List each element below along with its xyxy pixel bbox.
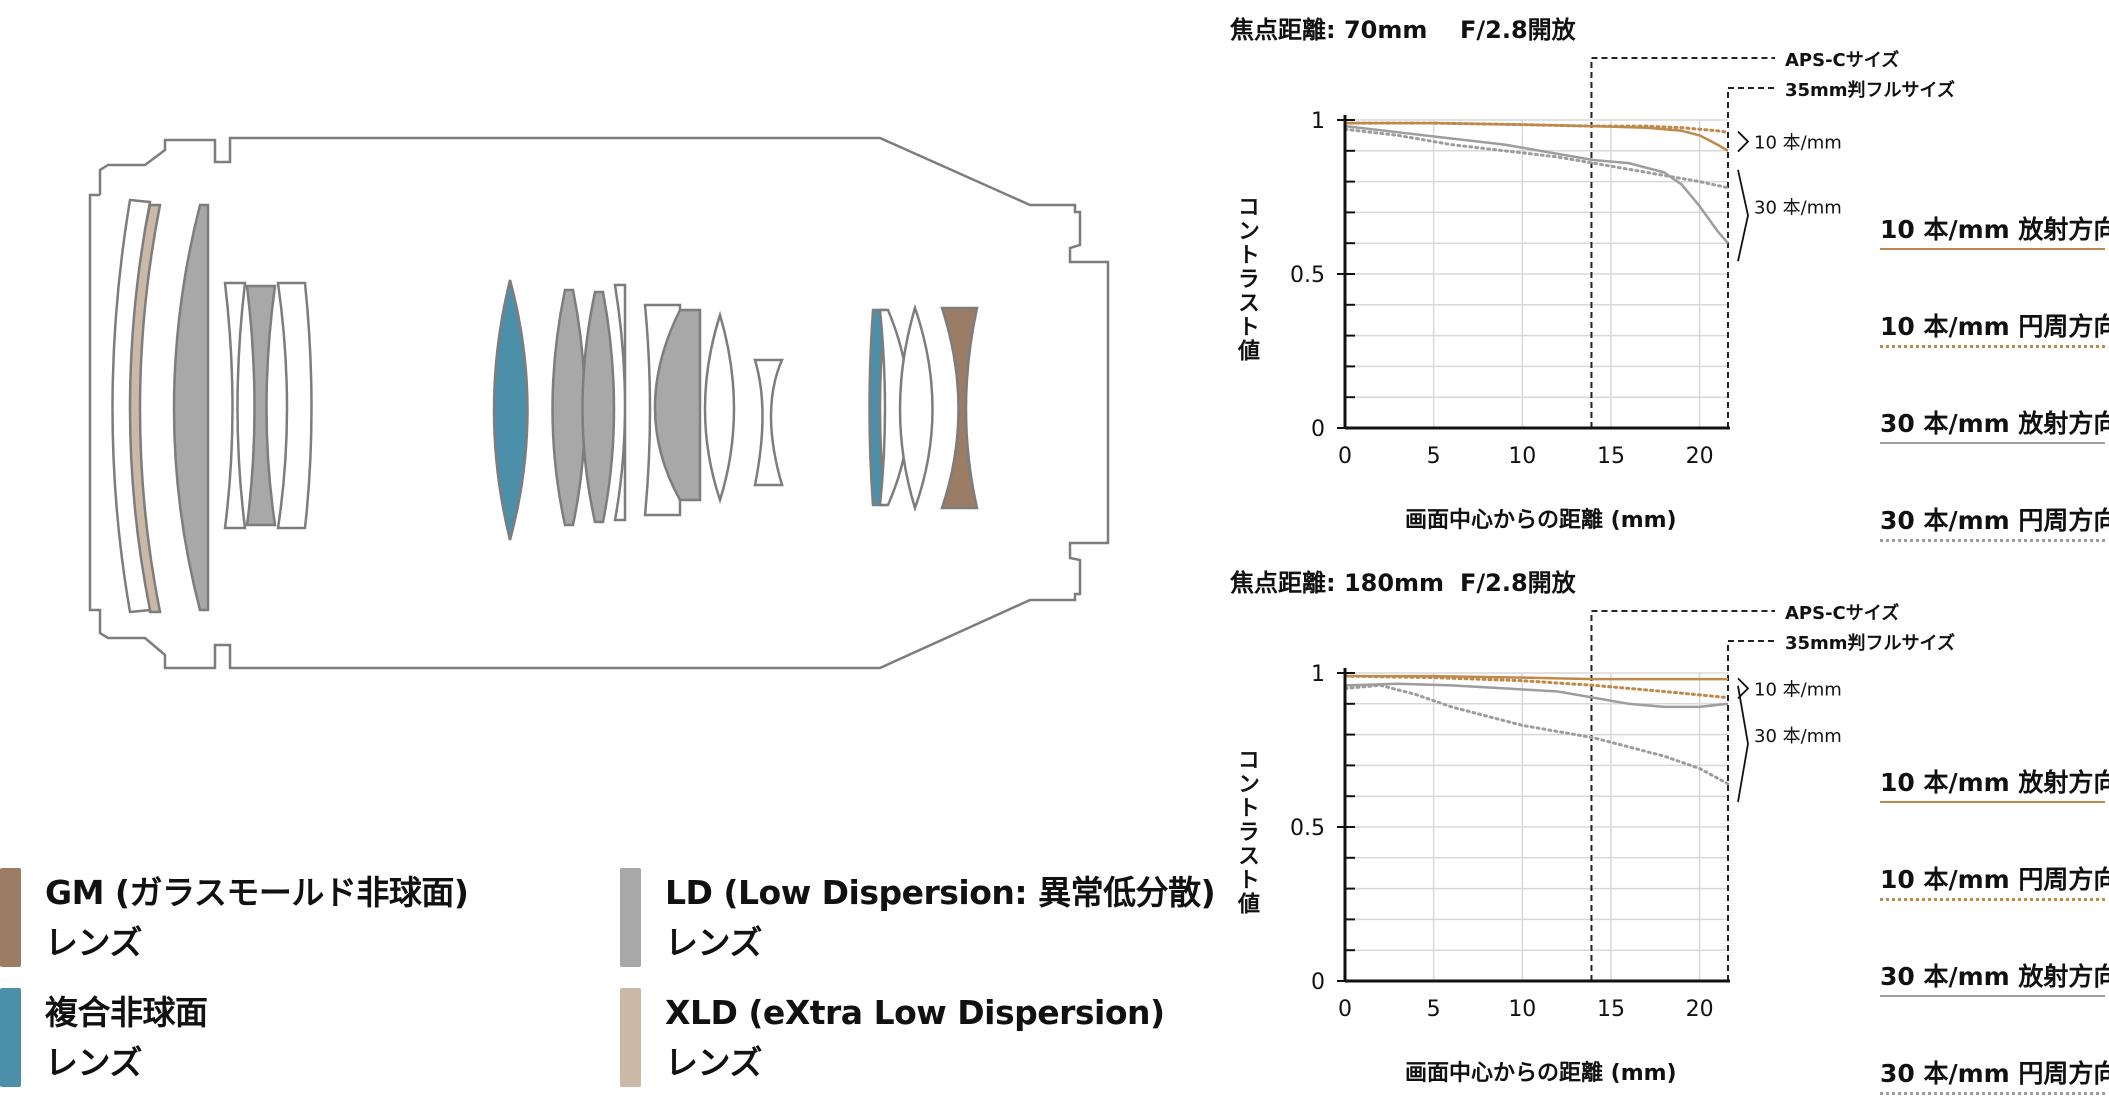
chart-2-series-0 xyxy=(1345,674,1728,681)
chart-2-xtick-label-3: 15 xyxy=(1597,997,1625,1022)
lens-element-1 xyxy=(111,198,152,614)
legend-xld-sub: レンズ xyxy=(665,1043,762,1082)
chart-2-ytick-label-0: 0 xyxy=(1311,970,1325,995)
legend-gm-sub: レンズ xyxy=(45,923,142,962)
chart-2-xlabel: 画面中心からの距離 (mm) xyxy=(1405,1061,1677,1086)
chart-2-full-frame-label: 35mm判フルサイズ xyxy=(1785,632,1955,654)
key-1-2-line xyxy=(1880,442,2105,444)
legend-hybrid: 複合非球面 レンズ xyxy=(0,988,208,1088)
chart-1-aps-c-label: APS-Cサイズ xyxy=(1785,49,1899,71)
chart-1-series-3 xyxy=(1343,127,1730,190)
chart-1-xlabel: 画面中心からの距離 (mm) xyxy=(1405,508,1677,533)
legend-xld-swatch xyxy=(620,988,641,1087)
chart-2-aps-c-label: APS-Cサイズ xyxy=(1785,602,1899,624)
legend-ld-label: LD (Low Dispersion: 異常低分散) xyxy=(665,873,1216,912)
chart-1-ytick-label-2: 1 xyxy=(1311,109,1325,134)
legend-hybrid-swatch xyxy=(0,988,21,1087)
legend-hybrid-label: 複合非球面 xyxy=(45,993,208,1032)
chart-2-annotation-10: 10 本/mm xyxy=(1754,679,1842,700)
chart-2-series-1 xyxy=(1343,674,1730,700)
chart-2-ytick-label-2: 1 xyxy=(1311,662,1325,687)
chart-1-xtick-label-1: 5 xyxy=(1427,444,1441,469)
key-1-1: 10 本/mm 円周方向 xyxy=(1880,312,2109,341)
legend-xld-label: XLD (eXtra Low Dispersion) xyxy=(665,993,1165,1032)
chart-1-xtick-label-4: 20 xyxy=(1686,444,1714,469)
ld-lens-element-2 xyxy=(245,284,277,527)
chart-2-xtick-label-4: 20 xyxy=(1686,997,1714,1022)
chart-2-title-aperture: F/2.8開放 xyxy=(1460,569,1576,597)
chart-2-ylabel: コントラスト値 xyxy=(1234,748,1259,916)
lens-diagram xyxy=(88,136,1110,670)
chart-2-bracket-10 xyxy=(1737,677,1750,700)
lens-element-2 xyxy=(223,281,247,530)
lens-element-6 xyxy=(703,310,736,505)
chart-1-ytick-label-1: 0.5 xyxy=(1290,263,1325,288)
chart-2-full-frame-marker xyxy=(1727,640,1775,981)
lens-element-3 xyxy=(276,281,313,530)
key-2-2-line xyxy=(1880,995,2105,997)
legend-gm-swatch xyxy=(0,868,21,967)
chart-1-annotation-10: 10 本/mm xyxy=(1754,133,1842,154)
chart-2-series-3 xyxy=(1343,683,1730,786)
chart-1-annotation-30: 30 本/mm xyxy=(1754,197,1842,218)
legend-gm: GM (ガラスモールド非球面) レンズ xyxy=(0,868,469,968)
lens-barrel xyxy=(88,136,1110,670)
chart-1-ylabel: コントラスト値 xyxy=(1234,195,1259,363)
chart-1-series-1 xyxy=(1343,121,1730,134)
chart-2-xtick-label-2: 10 xyxy=(1508,997,1536,1022)
ld-lens-element-5 xyxy=(653,308,702,502)
legend-xld: XLD (eXtra Low Dispersion) レンズ xyxy=(620,988,1165,1088)
key-2-0-line xyxy=(1880,801,2105,803)
key-2-2: 30 本/mm 放射方向 xyxy=(1880,962,2109,991)
chart-1-title-aperture: F/2.8開放 xyxy=(1460,16,1576,44)
chart-1-bracket-10 xyxy=(1737,130,1750,153)
key-2-3: 30 本/mm 円周方向 xyxy=(1880,1059,2109,1088)
chart-1-aps-c-marker xyxy=(1590,57,1775,428)
chart-2-annotation-30: 30 本/mm xyxy=(1754,726,1842,747)
chart-1-ytick-label-0: 0 xyxy=(1311,417,1325,442)
key-1-2: 30 本/mm 放射方向 xyxy=(1880,409,2109,438)
chart-1-bracket-30 xyxy=(1737,169,1749,262)
chart-1-title-focal: 焦点距離: 70mm xyxy=(1230,16,1428,44)
chart-1-xtick-label-2: 10 xyxy=(1508,444,1536,469)
ld-lens-element-4 xyxy=(581,290,616,524)
chart-1-xtick-label-3: 15 xyxy=(1597,444,1625,469)
chart-1-full-frame-label: 35mm判フルサイズ xyxy=(1785,79,1955,101)
key-2-3-line xyxy=(1880,1092,2105,1095)
ld-lens-element-3 xyxy=(551,288,587,527)
legend-hybrid-sub: レンズ xyxy=(45,1043,142,1082)
chart-2-xtick-label-0: 0 xyxy=(1338,997,1352,1022)
gm-lens-element xyxy=(940,306,979,510)
hybrid-aspherical-lens-element xyxy=(492,279,529,541)
key-1-0: 10 本/mm 放射方向 xyxy=(1880,215,2109,244)
key-1-3: 30 本/mm 円周方向 xyxy=(1880,506,2109,535)
legend-gm-label: GM (ガラスモールド非球面) xyxy=(45,873,469,912)
key-2-1-line xyxy=(1880,898,2105,901)
key-2-0: 10 本/mm 放射方向 xyxy=(1880,768,2109,797)
chart-1-series-0 xyxy=(1345,121,1729,152)
chart-2-xtick-label-1: 5 xyxy=(1427,997,1441,1022)
key-2-1: 10 本/mm 円周方向 xyxy=(1880,865,2109,894)
legend-ld-swatch xyxy=(620,868,641,967)
legend-ld-sub: レンズ xyxy=(665,923,762,962)
lens-element-4 xyxy=(613,283,627,522)
chart-2-aps-c-marker xyxy=(1590,610,1775,981)
lens-element-7 xyxy=(753,358,784,487)
chart-1-xtick-label-0: 0 xyxy=(1338,444,1352,469)
lens-element-9 xyxy=(898,303,934,512)
chart-1-full-frame-marker xyxy=(1727,87,1775,428)
key-1-0-line xyxy=(1880,248,2105,250)
key-1-1-line xyxy=(1880,345,2105,348)
chart-2-ytick-label-1: 0.5 xyxy=(1290,816,1325,841)
chart-2-bracket-30 xyxy=(1737,685,1749,803)
chart-2-title-focal: 焦点距離: 180mm xyxy=(1230,569,1445,597)
key-1-3-line xyxy=(1880,539,2105,542)
legend-ld: LD (Low Dispersion: 異常低分散) レンズ xyxy=(620,868,1216,968)
chart-2-series-2 xyxy=(1344,682,1729,709)
ld-lens-element-1 xyxy=(172,203,210,612)
chart-1-series-2 xyxy=(1344,124,1729,245)
